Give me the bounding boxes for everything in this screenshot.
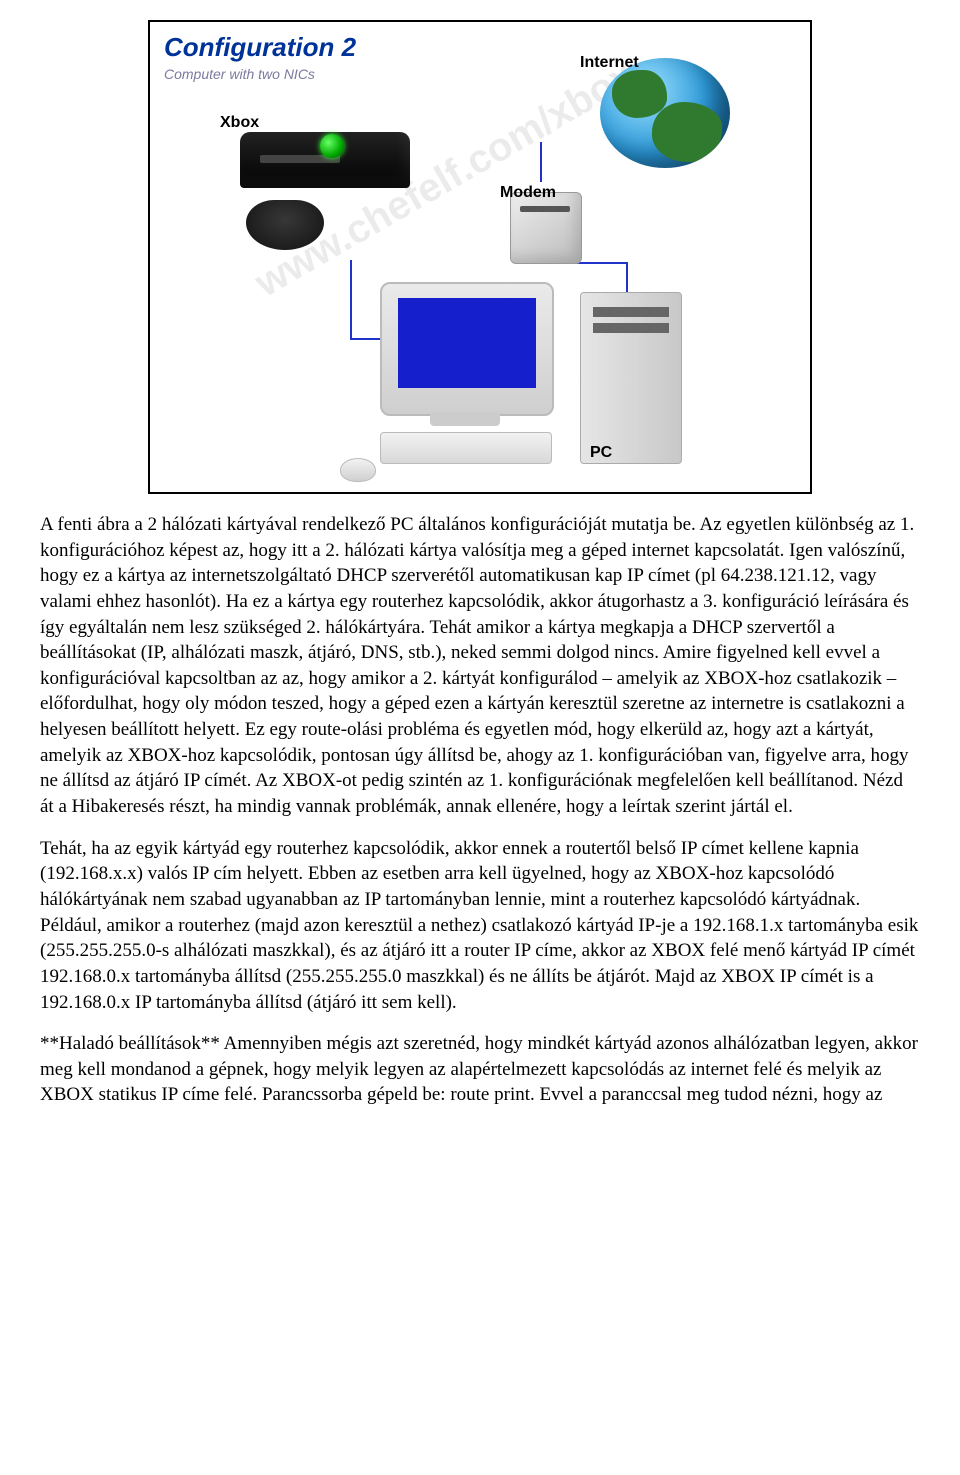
mouse-icon (340, 458, 376, 482)
keyboard-icon (380, 432, 552, 464)
label-internet: Internet (580, 52, 639, 74)
label-modem: Modem (500, 182, 556, 204)
xbox-controller-icon (246, 200, 324, 250)
label-pc: PC (590, 442, 612, 464)
monitor-stand-icon (430, 412, 500, 426)
internet-globe-icon (600, 58, 730, 168)
line-xbox-pc-vert (350, 260, 352, 340)
pc-tower-icon (580, 292, 682, 464)
xbox-power-button-icon (320, 134, 344, 158)
diagram-title-block: Configuration 2 Computer with two NICs (164, 30, 356, 84)
line-internet-modem (540, 142, 542, 182)
diagram-subtitle: Computer with two NICs (164, 65, 356, 84)
body-paragraph-3: **Haladó beállítások** Amennyiben mégis … (40, 1031, 920, 1108)
body-paragraph-1: A fenti ábra a 2 hálózati kártyával rend… (40, 512, 920, 820)
body-paragraph-2: Tehát, ha az egyik kártyád egy routerhez… (40, 836, 920, 1015)
label-xbox: Xbox (220, 112, 259, 134)
monitor-icon (380, 282, 554, 416)
modem-slot-icon (520, 206, 570, 212)
diagram-title: Configuration 2 (164, 30, 356, 65)
network-diagram: Configuration 2 Computer with two NICs w… (148, 20, 812, 494)
